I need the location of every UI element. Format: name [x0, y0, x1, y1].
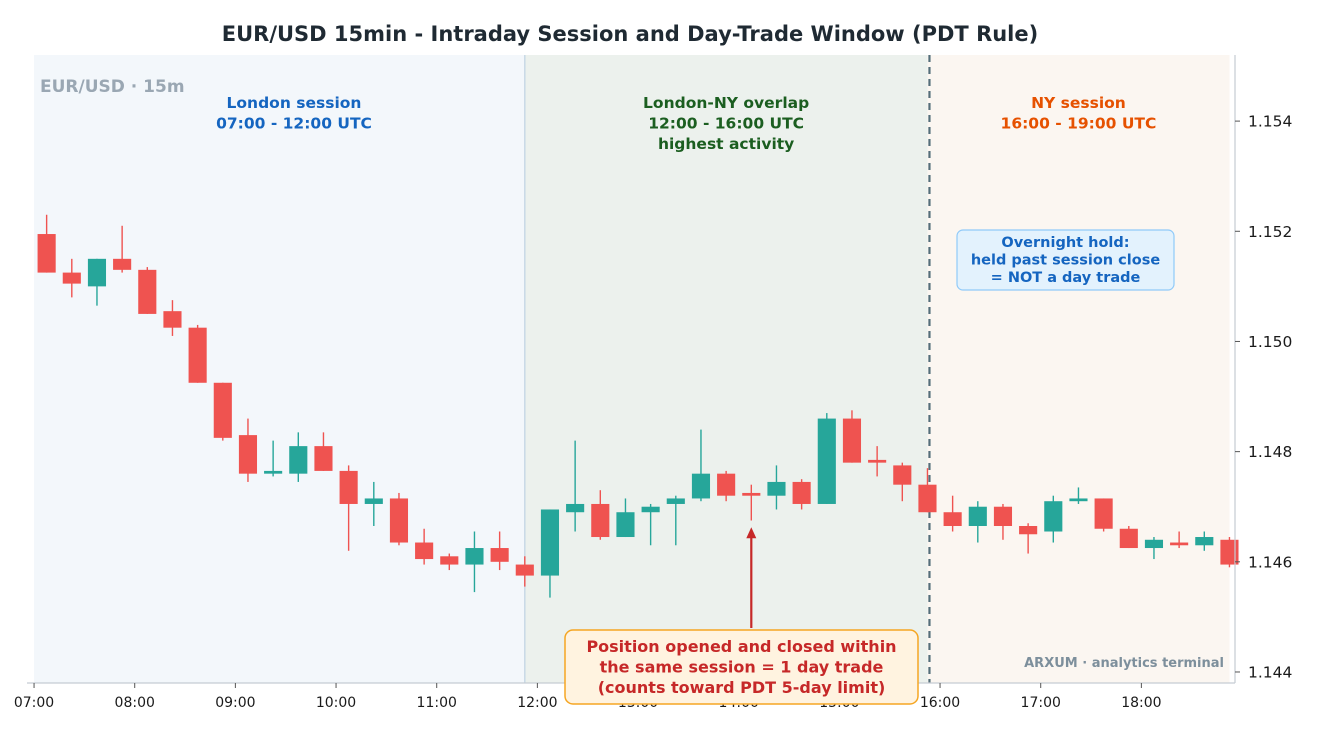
candle-body [37, 234, 56, 273]
candle-body [1195, 537, 1214, 546]
day-trade-text: the same session = 1 day trade [600, 658, 884, 677]
candle-body [641, 506, 660, 513]
annotations: Overnight hold: held past session close= … [564, 229, 1175, 705]
x-tick-label: 12:00 [517, 695, 557, 711]
x-tick-label: 10:00 [316, 695, 356, 711]
overnight-text: Overnight hold: [1001, 235, 1129, 251]
candle-body [415, 542, 434, 560]
candle-body [817, 418, 836, 504]
candle-body [188, 327, 207, 383]
y-tick-label: 1.152 [1248, 223, 1292, 241]
candle-body [566, 503, 585, 513]
x-tick-label: 17:00 [1021, 695, 1061, 711]
candle-body [792, 481, 811, 504]
candle-body [1170, 542, 1189, 546]
overnight-text: = NOT a day trade [991, 270, 1141, 286]
x-tick-label: 07:00 [14, 695, 54, 711]
candle-body [616, 512, 635, 538]
session-labels: London session 07:00 - 12:00 UTC London-NY… [216, 94, 1156, 153]
day-trade-arrow-head [746, 527, 757, 539]
candle-body [1044, 501, 1063, 532]
candle-body [1220, 539, 1239, 565]
session-label: highest activity [658, 135, 794, 153]
session-band [927, 55, 1230, 683]
day-trade-text: Position opened and closed within [586, 637, 896, 656]
session-label: London session [227, 94, 362, 112]
session-backgrounds [34, 55, 1230, 683]
candle-body [490, 548, 509, 562]
candle-body [213, 382, 232, 438]
x-tick-label: 08:00 [115, 695, 155, 711]
overnight-text: held past session close [971, 253, 1161, 269]
session-label: London-NY overlap [643, 94, 809, 112]
candle-body [1144, 539, 1164, 549]
candle-body [1019, 526, 1038, 535]
candle-body [440, 556, 459, 565]
session-label: NY session [1031, 94, 1126, 112]
candle-body [666, 498, 685, 504]
candle-body [742, 492, 761, 496]
candle-body [1069, 498, 1088, 502]
footer-label: ARXUM · analytics terminal [1024, 656, 1224, 671]
overnight-box [956, 229, 1175, 291]
candles [37, 214, 1239, 598]
y-tick-label: 1.150 [1248, 333, 1292, 351]
y-tick-label: 1.146 [1248, 553, 1292, 571]
candle-body [1119, 528, 1138, 549]
session-label: 16:00 - 19:00 UTC [1001, 115, 1157, 133]
candle-body [364, 498, 383, 504]
candle-body [1094, 498, 1113, 529]
candle-body [238, 435, 258, 474]
x-tick-label: 16:00 [920, 695, 960, 711]
candle-body [591, 503, 610, 538]
candle-body [289, 446, 308, 474]
candle-body [717, 473, 736, 496]
y-tick-label: 1.144 [1248, 663, 1292, 681]
candle-body [943, 512, 962, 526]
chart-title: EUR/USD 15min - Intraday Session and Day… [222, 22, 1038, 46]
candle-body [465, 548, 484, 565]
day-trade-box [564, 629, 919, 705]
candle-body [264, 470, 283, 474]
candle-body [893, 465, 912, 485]
candle-body [993, 506, 1013, 526]
day-trade-text: (counts toward PDT 5-day limit) [598, 678, 886, 697]
candle-body [314, 446, 333, 471]
candle-body [918, 484, 937, 513]
candle-body [87, 258, 107, 287]
candle-body [691, 473, 711, 499]
candle-body [968, 506, 987, 526]
candle-body [868, 459, 887, 463]
session-label: 07:00 - 12:00 UTC [216, 115, 372, 133]
candle-body [767, 481, 786, 496]
y-tick-label: 1.148 [1248, 443, 1292, 461]
candle-body [842, 418, 862, 463]
candle-body [540, 509, 560, 576]
session-band [34, 55, 525, 683]
candle-body [163, 311, 182, 328]
x-tick-label: 18:00 [1121, 695, 1161, 711]
x-tick-label: 09:00 [215, 695, 255, 711]
x-tick-label: 11:00 [417, 695, 457, 711]
y-tick-label: 1.154 [1248, 113, 1292, 131]
candle-body [515, 564, 534, 576]
candle-body [389, 498, 409, 543]
watermark-label: EUR/USD · 15m [40, 77, 185, 97]
candle-body [113, 258, 132, 270]
candle-body [138, 269, 157, 314]
session-band [524, 55, 928, 683]
session-label: 12:00 - 16:00 UTC [648, 115, 804, 133]
candle-body [62, 272, 81, 284]
candle-body [339, 470, 358, 504]
